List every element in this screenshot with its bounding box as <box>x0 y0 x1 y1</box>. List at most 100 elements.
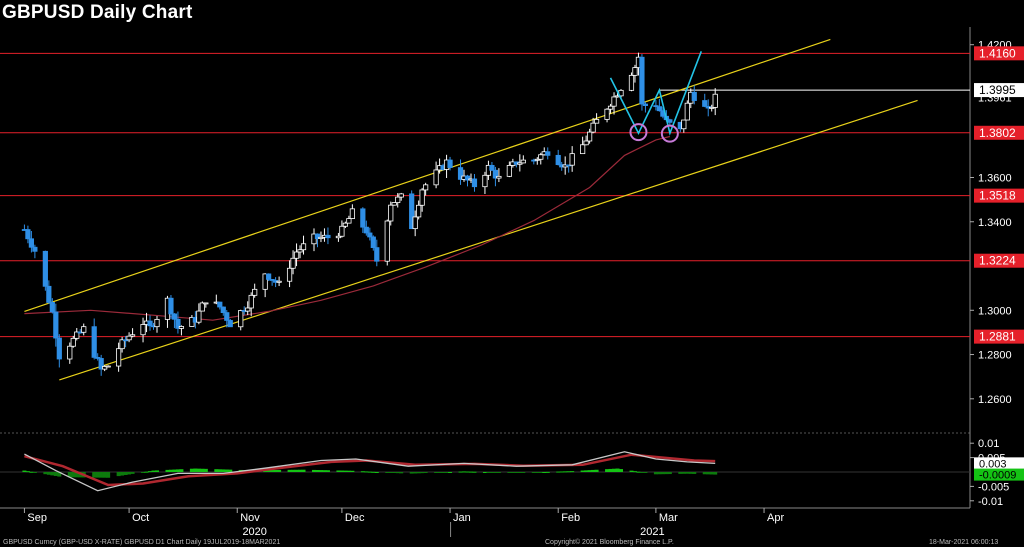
candle-body <box>346 218 352 224</box>
candle-body <box>276 280 282 283</box>
candle-body <box>262 273 268 290</box>
price-level-label: 1.3224 <box>979 254 1016 268</box>
candle-body <box>395 196 401 203</box>
candle-body <box>238 310 244 328</box>
oscillator-histogram-bar <box>116 472 121 477</box>
price-level-label: 1.3961 <box>978 93 1012 105</box>
oscillator-histogram-bar <box>32 472 37 473</box>
oscillator-histogram-bar <box>538 472 543 473</box>
oscillator-histogram-bar <box>657 472 662 475</box>
oscillator-histogram-bar <box>53 472 58 476</box>
candle-body <box>286 267 293 282</box>
oscillator-histogram-bar <box>301 469 306 472</box>
candle-body <box>363 226 369 234</box>
candle-body <box>224 312 230 321</box>
candle-body <box>520 159 526 164</box>
year-label: 2020 <box>242 526 266 538</box>
candle-body <box>203 302 209 305</box>
oscillator-histogram-bar <box>151 470 156 472</box>
candle-body <box>42 250 48 287</box>
oscillator-histogram-bar <box>489 472 494 473</box>
oscillator-histogram-bar <box>346 470 351 472</box>
price-level-label: 1.3995 <box>979 83 1016 97</box>
oscillator-histogram-bar <box>154 470 159 472</box>
candle-body <box>370 236 376 249</box>
candle-body <box>199 302 205 312</box>
candle-body <box>95 356 101 359</box>
candle-body <box>639 56 645 105</box>
oscillator-histogram-bar <box>92 472 97 478</box>
candle-body <box>412 216 418 230</box>
candle-body <box>245 307 251 312</box>
candle-body <box>545 151 551 156</box>
oscillator-label-box <box>974 457 1024 470</box>
oscillator-histogram-bar <box>664 472 669 475</box>
oscillator-histogram-bar <box>343 470 348 472</box>
candle-body <box>471 178 478 188</box>
price-level-label: 1.4160 <box>979 46 1016 60</box>
oscillator-value-label: 0.003 <box>979 458 1007 470</box>
oscillator-histogram-bar <box>29 471 34 473</box>
candle-body <box>656 106 662 112</box>
oscillator-histogram-bar <box>364 471 369 473</box>
oscillator-histogram-bar <box>535 472 540 473</box>
candle-body <box>178 326 185 329</box>
candle-body <box>269 278 275 281</box>
oscillator-histogram-bar <box>559 471 564 473</box>
oscillator-histogram-bar <box>43 472 48 475</box>
oscillator-histogram-bar <box>493 472 498 473</box>
oscillator-histogram-bar <box>570 471 575 473</box>
candle-body <box>447 159 453 168</box>
oscillator-histogram-bar <box>339 470 344 472</box>
candle-body <box>419 189 425 206</box>
candle-body <box>712 93 718 108</box>
candle-body <box>314 233 321 240</box>
price-label-box <box>974 125 1024 140</box>
year-label: 2021 <box>640 526 664 538</box>
oscillator-histogram-bar <box>221 469 226 472</box>
price-tick-label: 1.2800 <box>978 350 1012 362</box>
price-label-box <box>974 83 1024 98</box>
candle-body <box>227 320 233 328</box>
channel-upper-line <box>24 38 831 312</box>
candle-body <box>119 339 125 350</box>
candle-body <box>534 158 540 161</box>
candle-body <box>217 301 223 308</box>
oscillator-histogram-bar <box>594 469 599 472</box>
candle-body <box>496 175 502 179</box>
candle-body <box>325 234 331 239</box>
oscillator-histogram-bar <box>465 471 470 473</box>
candle-body <box>384 220 390 262</box>
oscillator-histogram-bar <box>74 472 79 478</box>
candle-body <box>464 175 471 181</box>
oscillator-histogram-bar <box>25 471 30 473</box>
candle-body <box>147 320 153 327</box>
oscillator-histogram-bar <box>409 472 414 474</box>
candle-body <box>196 310 202 323</box>
oscillator-histogram-bar <box>120 472 125 476</box>
candle-body <box>154 319 160 328</box>
candle-body <box>607 105 614 110</box>
oscillator-histogram-bar <box>67 472 72 478</box>
oscillator-histogram-bar <box>318 470 323 472</box>
oscillator-histogram-bar <box>367 471 372 473</box>
candle-body <box>290 257 296 269</box>
candle-body <box>168 297 174 315</box>
candle-body <box>583 140 589 146</box>
oscillator-histogram-bar <box>371 471 376 473</box>
oscillator-histogram-bar <box>660 472 665 475</box>
candle-body <box>580 144 586 155</box>
oscillator-histogram-bar <box>629 470 634 472</box>
oscillator-histogram-bar <box>563 471 568 473</box>
candle-body <box>702 100 708 107</box>
oscillator-histogram-bar <box>322 470 327 472</box>
candle-body <box>140 324 146 336</box>
candle-body <box>81 326 87 333</box>
oscillator-histogram-bar <box>521 472 526 473</box>
oscillator-histogram-bar <box>374 472 379 473</box>
channel-lower-line <box>59 99 918 381</box>
time-tick-label: Jan <box>453 512 471 524</box>
time-tick-label: Dec <box>345 512 365 524</box>
oscillator-tick-label: 0.01 <box>978 438 999 450</box>
